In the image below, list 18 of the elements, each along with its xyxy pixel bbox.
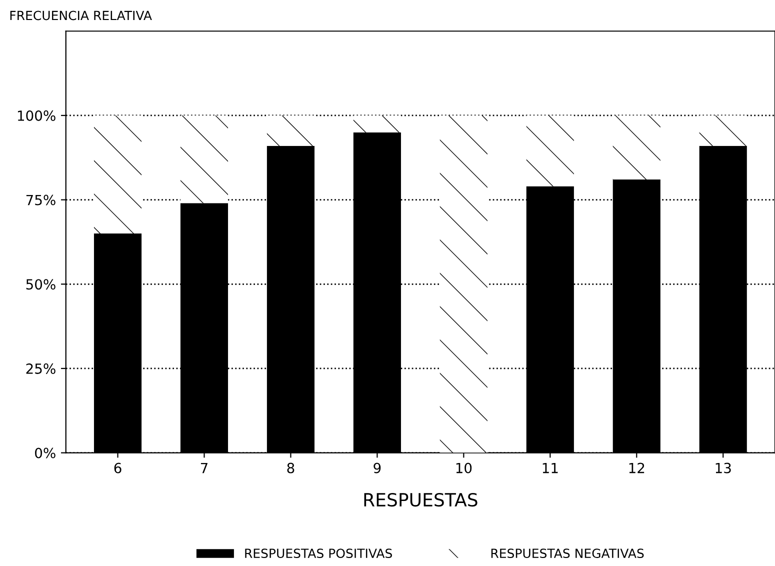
x-tick-label: 8	[287, 462, 294, 474]
x-tick-label: 7	[200, 462, 208, 474]
chart-title: FRECUENCIA RELATIVA	[10, 10, 152, 20]
y-tick-label: 25%	[26, 363, 56, 374]
y-tick-label: 75%	[26, 194, 56, 206]
x-tick-label: 10	[456, 462, 472, 474]
y-tick-label: 50%	[26, 279, 56, 290]
y-tick-label: 0%	[35, 448, 56, 458]
x-tick-label: 9	[374, 462, 381, 474]
x-tick-label: 11	[542, 462, 558, 474]
bar	[353, 115, 401, 132]
x-axis-title: RESPUESTAS	[364, 492, 478, 507]
legend-label: RESPUESTAS POSITIVAS	[245, 548, 392, 558]
x-tick-label: 13	[716, 462, 731, 474]
legend-label: RESPUESTAS NEGATIVAS	[491, 548, 644, 558]
x-tick-label: 6	[114, 462, 122, 474]
y-tick-label: 100%	[18, 110, 56, 121]
x-tick-label: 12	[629, 462, 644, 474]
